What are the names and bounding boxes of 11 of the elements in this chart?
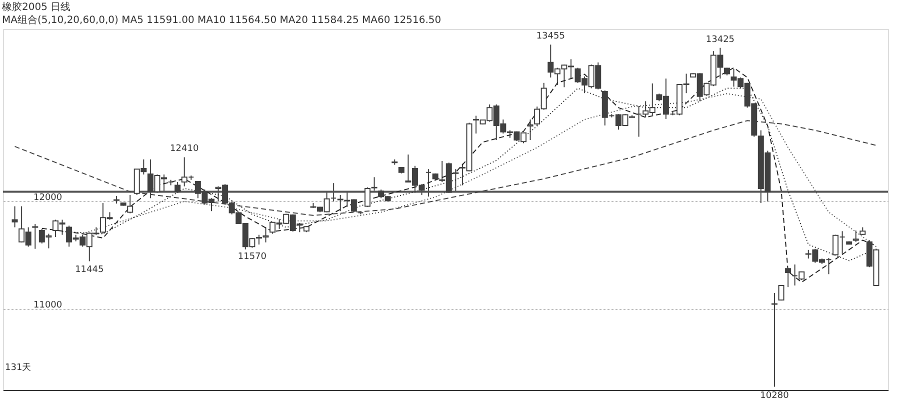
y-tick-label: 11000: [34, 300, 62, 311]
annotation: 13455: [536, 32, 565, 42]
chart-title: 橡胶2005 日线: [2, 1, 71, 13]
annotation: 13425: [706, 34, 735, 45]
annotation: 10280: [760, 390, 790, 401]
y-tick-label: 12000: [34, 192, 62, 203]
annotation: 131天: [5, 362, 32, 373]
annotation: 11570: [238, 252, 267, 262]
annotation: 12410: [170, 144, 199, 154]
chart-subtitle: MA组合(5,10,20,60,0,0) MA5 11591.00 MA10 11564.50 MA20 11584.25 MA60 12516.50: [2, 14, 442, 26]
annotation: 11445: [75, 265, 104, 276]
